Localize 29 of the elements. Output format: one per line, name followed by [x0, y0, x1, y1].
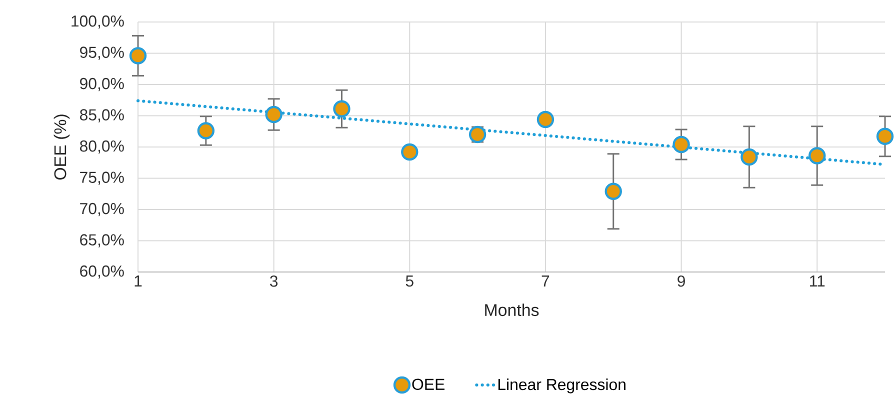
y-tick-label: 70,0% [80, 202, 124, 216]
x-axis-title: Months [485, 304, 539, 316]
y-tick-label: 80,0% [80, 140, 124, 154]
y-tick-label: 85,0% [80, 109, 124, 122]
x-tick-label: 7 [542, 276, 550, 286]
y-tick-label: 90,0% [80, 78, 124, 92]
x-tick-label: 5 [406, 276, 414, 287]
point [197, 122, 215, 140]
y-tick-label: 95,0% [80, 46, 124, 60]
point [129, 47, 147, 64]
point [536, 110, 554, 128]
x-tick-label: 3 [270, 276, 278, 287]
x-tick-label: 1 [134, 276, 142, 286]
y-tick-label: 60,0% [80, 265, 124, 279]
x-tick-label: 11 [810, 276, 825, 286]
point [740, 148, 758, 166]
point [265, 106, 282, 124]
point [333, 100, 350, 118]
point [672, 136, 690, 154]
legend-label: OEE [412, 378, 444, 390]
y-tick-label: 75,0% [80, 172, 124, 185]
y-tick-label: 65,0% [80, 234, 124, 248]
y-axis-title: OEE (%) [54, 114, 70, 180]
legend-label: Linear Regression [498, 378, 626, 394]
x-tick-label: 9 [678, 276, 685, 287]
y-tick-label: 100,0% [72, 15, 124, 29]
point [401, 143, 418, 161]
point [604, 182, 622, 200]
point [808, 147, 826, 164]
